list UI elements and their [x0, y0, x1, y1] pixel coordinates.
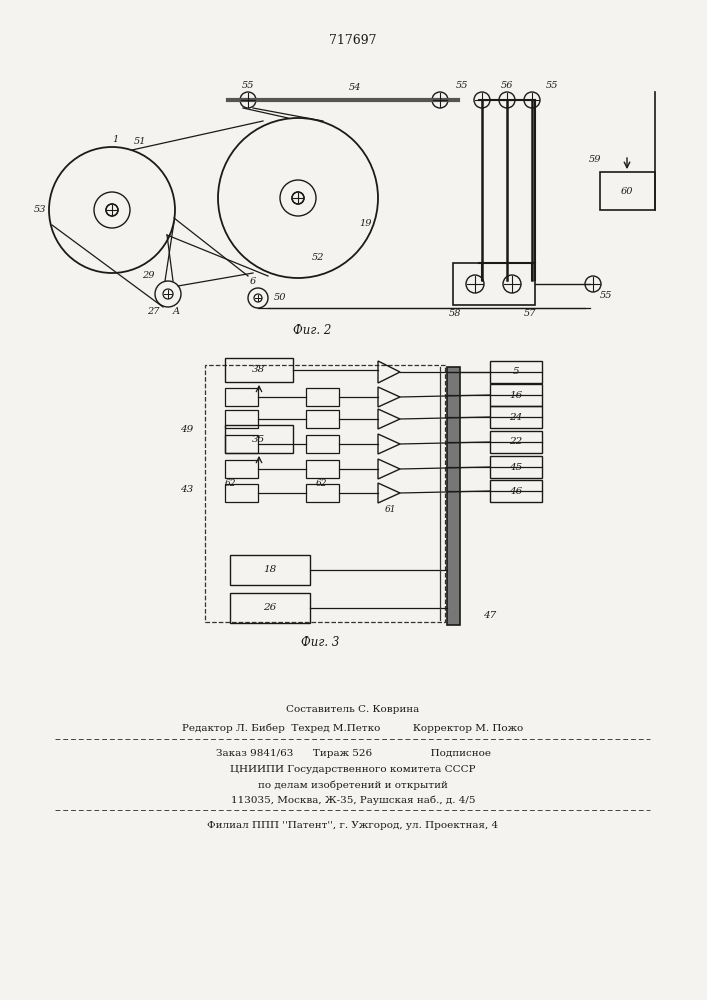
Text: 57: 57	[524, 310, 536, 318]
Text: 55: 55	[600, 290, 612, 300]
Text: 53: 53	[34, 206, 46, 215]
Text: 56: 56	[501, 82, 513, 91]
Bar	[225, 435, 258, 453]
Text: 35: 35	[252, 434, 266, 444]
Text: 62: 62	[315, 480, 327, 488]
Bar	[453, 263, 535, 305]
Bar	[306, 388, 339, 406]
Text: 29: 29	[141, 271, 154, 280]
Bar	[306, 410, 339, 428]
Text: 113035, Москва, Ж-35, Раушская наб., д. 4/5: 113035, Москва, Ж-35, Раушская наб., д. …	[230, 795, 475, 805]
Bar	[225, 410, 258, 428]
Bar	[225, 358, 293, 382]
Text: 61: 61	[384, 506, 396, 514]
Bar	[490, 456, 542, 478]
Text: 38: 38	[252, 365, 266, 374]
Text: 1: 1	[112, 135, 118, 144]
Text: 45: 45	[509, 462, 522, 472]
Bar	[490, 431, 542, 453]
Text: 27: 27	[147, 308, 159, 316]
Text: Филиал ППП ''Патент'', г. Ужгород, ул. Проектная, 4: Филиал ППП ''Патент'', г. Ужгород, ул. П…	[207, 820, 498, 830]
Text: 49: 49	[180, 426, 193, 434]
Text: 46: 46	[509, 487, 522, 495]
Bar	[205, 365, 445, 622]
Text: Составитель С. Коврина: Составитель С. Коврина	[286, 706, 420, 714]
Bar	[306, 484, 339, 502]
Bar	[490, 384, 542, 406]
Text: 52: 52	[312, 253, 325, 262]
Text: 62: 62	[224, 480, 235, 488]
Text: 717697: 717697	[329, 33, 377, 46]
Text: 18: 18	[264, 566, 276, 574]
Bar	[225, 425, 293, 453]
Bar	[225, 460, 258, 478]
Text: ЦНИИПИ Государственного комитета СССР: ЦНИИПИ Государственного комитета СССР	[230, 766, 476, 774]
Text: 22: 22	[509, 438, 522, 446]
Bar	[230, 555, 310, 585]
Text: Редактор Л. Бибер  Техред М.Петко          Корректор М. Пожо: Редактор Л. Бибер Техред М.Петко Коррект…	[182, 723, 524, 733]
Bar	[230, 593, 310, 623]
Text: по делам изобретений и открытий: по делам изобретений и открытий	[258, 780, 448, 790]
Text: 59: 59	[589, 155, 601, 164]
Bar	[306, 460, 339, 478]
Text: 26: 26	[264, 603, 276, 612]
Text: 16: 16	[509, 390, 522, 399]
Text: A: A	[173, 308, 180, 316]
Bar	[490, 406, 542, 428]
Text: 43: 43	[180, 486, 193, 494]
Text: 54: 54	[349, 83, 361, 92]
Text: 50: 50	[274, 294, 286, 302]
Text: Фиг. 2: Фиг. 2	[293, 324, 331, 336]
Text: Заказ 9841/63      Тираж 526                  Подписное: Заказ 9841/63 Тираж 526 Подписное	[216, 748, 491, 758]
Text: 55: 55	[456, 82, 468, 91]
Bar	[225, 388, 258, 406]
Bar	[490, 361, 542, 383]
Bar	[447, 367, 460, 625]
Text: 55: 55	[546, 82, 559, 91]
Text: 60: 60	[621, 186, 633, 196]
Text: 5: 5	[513, 367, 520, 376]
Text: 58: 58	[449, 310, 461, 318]
Text: 6: 6	[250, 276, 256, 286]
Text: 51: 51	[134, 137, 146, 146]
Text: Фиг. 3: Фиг. 3	[300, 636, 339, 648]
Bar	[225, 484, 258, 502]
Text: 19: 19	[360, 219, 373, 228]
Text: 55: 55	[242, 82, 255, 91]
Text: 24: 24	[509, 412, 522, 422]
Bar	[490, 480, 542, 502]
Bar	[306, 435, 339, 453]
Text: 47: 47	[484, 610, 496, 619]
Bar	[600, 172, 655, 210]
